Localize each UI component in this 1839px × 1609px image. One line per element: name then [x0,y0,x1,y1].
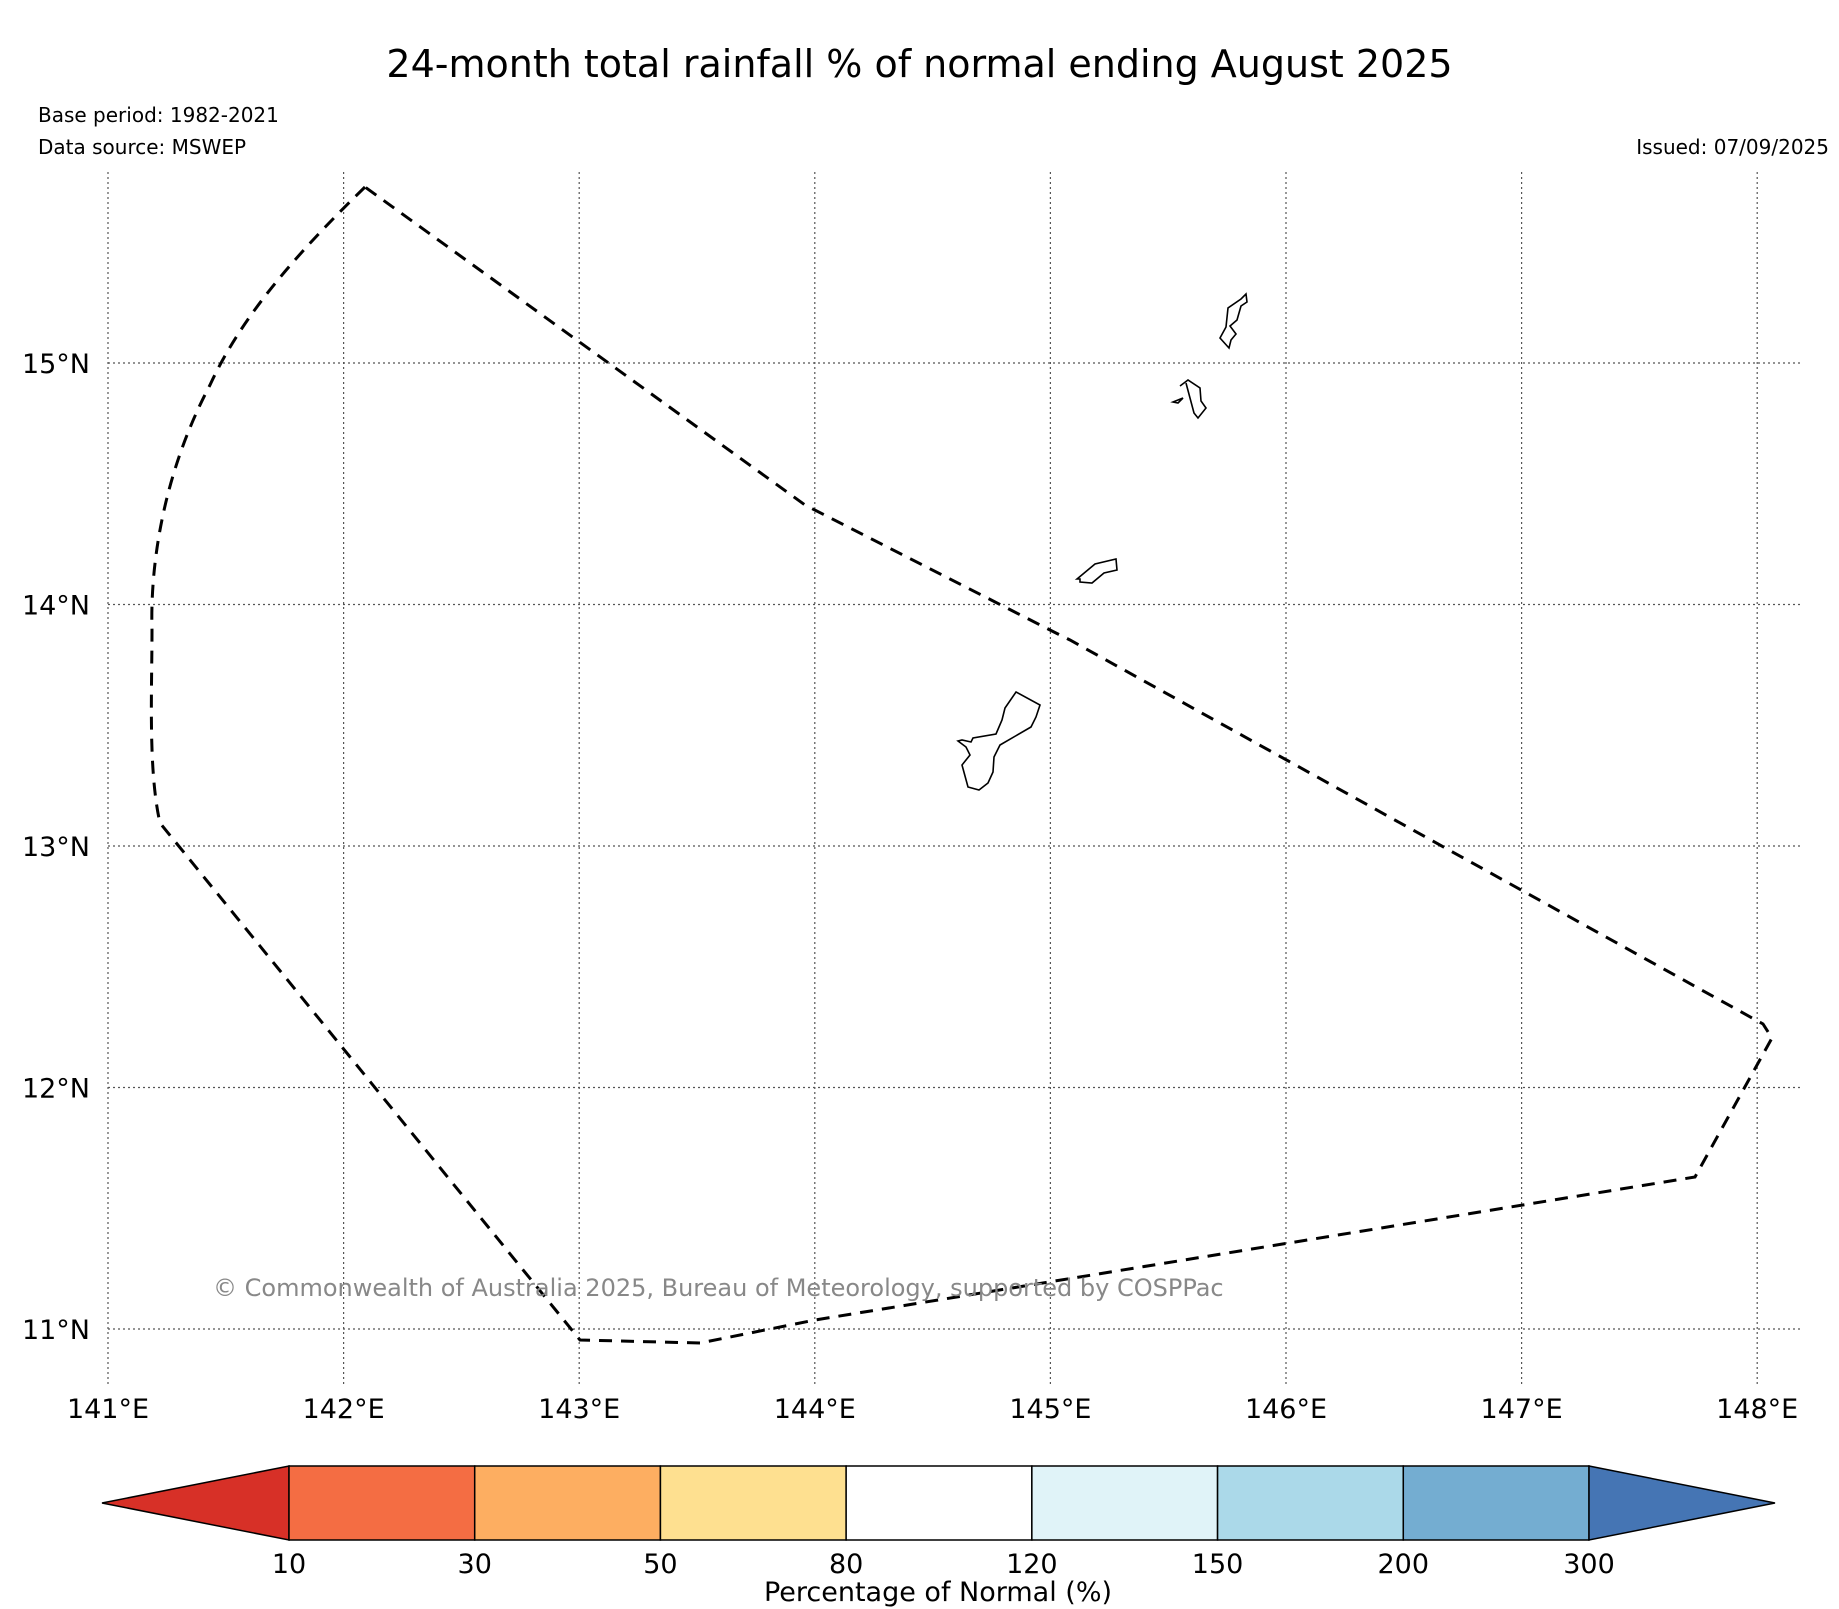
colorbar-tick-label: 30 [458,1549,492,1580]
eez-boundary-line [149,185,1774,1345]
longitude-tick: 148°E [1716,1394,1798,1425]
island-guam [956,690,1041,791]
colorbar: 10 30 50 80 120 150 200 300 Percentage of Norma… [101,1465,1776,1608]
longitude-tick: 141°E [67,1394,149,1425]
island-aguijan [1170,397,1184,404]
graticule [107,172,1803,1385]
issued-date: Issued: 07/09/2025 [1636,135,1829,159]
colorbar-tick-label: 300 [1563,1549,1615,1580]
longitude-tick-labels: 141°E 142°E 143°E 144°E 145°E 146°E 147°E 148°E [67,1394,1798,1425]
colorbar-tick-label: 200 [1378,1549,1430,1580]
longitude-tick: 144°E [774,1394,856,1425]
latitude-tick-labels: 15°N 14°N 13°N 12°N 11°N [22,349,90,1346]
page-title: 24-month total rainfall % of normal endi… [386,42,1453,86]
longitude-tick: 142°E [303,1394,385,1425]
latitude-tick: 11°N [22,1315,90,1346]
colorbar-bin [1216,1465,1405,1541]
copyright-credit: © Commonwealth of Australia 2025, Bureau… [213,1274,1224,1302]
colorbar-bin [845,1465,1033,1541]
colorbar-tick-label: 80 [829,1549,863,1580]
colorbar-tick-label: 150 [1192,1549,1244,1580]
longitude-tick: 146°E [1245,1394,1327,1425]
data-source-note: Data source: MSWEP [38,135,247,159]
latitude-tick: 12°N [22,1074,90,1105]
island-tinian [1179,379,1208,420]
island-saipan [1219,292,1248,350]
colorbar-bin [659,1465,847,1541]
base-period-note: Base period: 1982-2021 [38,103,279,127]
latitude-tick: 13°N [22,832,90,863]
colorbar-bin [1031,1465,1219,1541]
colorbar-bin [288,1465,476,1541]
colorbar-tick-label: 120 [1006,1549,1058,1580]
latitude-tick: 15°N [22,349,90,380]
longitude-tick: 145°E [1009,1394,1091,1425]
colorbar-tick-label: 10 [272,1549,306,1580]
colorbar-bin [1402,1465,1590,1541]
colorbar-title: Percentage of Normal (%) [764,1577,1112,1608]
colorbar-bin [473,1465,662,1541]
island-rota [1074,558,1118,584]
colorbar-tick-label: 50 [643,1549,677,1580]
colorbar-over-arrow [1588,1465,1776,1541]
longitude-tick: 147°E [1481,1394,1563,1425]
latitude-tick: 14°N [22,591,90,622]
longitude-tick: 143°E [538,1394,620,1425]
colorbar-under-arrow [101,1465,290,1541]
